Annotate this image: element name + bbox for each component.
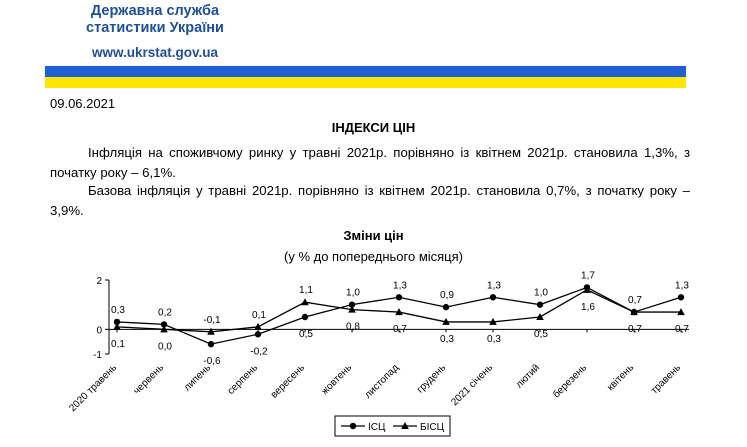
cpi-point [301,313,309,321]
core-cpi-data-label: -0,1 [203,315,221,326]
core-cpi-point [160,325,168,333]
legend-box [334,415,451,437]
x-tick-label: травень [649,362,683,396]
cpi-data-label: 1,0 [534,288,548,299]
core-cpi-point [630,308,638,316]
x-tick-label: серпень [226,362,261,397]
x-tick-label: листопад [363,362,401,400]
x-tick-label: 2020 травень [67,362,119,414]
flag-stripe-blue [45,66,686,77]
chart-title: Зміни цін [343,228,404,243]
agency-url-link[interactable]: www.ukrstat.gov.ua [91,45,219,60]
cpi-point [160,321,168,328]
cpi-data-label: -0,6 [203,356,221,367]
paragraph-inflation: Інфляція на споживчому ринку у травні 20… [50,145,690,180]
cpi-data-label: -0,2 [250,346,268,357]
agency-block: Державна служба статистики України www.u… [70,3,240,61]
core-cpi-data-label: 1,1 [299,285,313,296]
cpi-data-label: 0,2 [158,307,172,318]
core-cpi-data-label: 0,0 [158,341,172,352]
x-tick-label: жовтень [319,362,354,397]
cpi-data-label: 0,7 [628,295,642,306]
cpi-point [677,294,685,301]
core-cpi-data-label: 0,3 [440,334,454,345]
legend-core-cpi-label: БІСЦ [420,422,445,433]
cpi-point [348,301,356,308]
core-cpi-point [348,305,356,313]
legend-cpi-label: ІСЦ [368,422,386,433]
cpi-data-label: 1,3 [675,280,689,291]
cpi-point [536,301,544,308]
x-tick-label: червень [132,362,167,397]
core-cpi-point [207,327,215,335]
core-cpi-point [395,308,403,316]
core-cpi-data-label: 0,7 [675,324,689,335]
core-cpi-point [489,317,497,325]
cpi-data-label: 1,3 [487,280,501,291]
core-cpi-data-label: 0,7 [393,324,407,335]
core-cpi-data-label: 0,3 [487,334,501,345]
cpi-data-label: 0,3 [111,305,125,316]
x-tick-label: 2021 січень [449,362,495,408]
core-cpi-point [113,322,121,330]
flag-stripe-yellow [45,77,686,88]
y-tick-label: 2 [96,276,102,287]
cpi-data-label: 1,3 [393,280,407,291]
core-cpi-point [583,285,591,293]
release-date: 09.06.2021 [50,96,116,111]
cpi-data-label: 1,0 [346,288,360,299]
core-cpi-data-label: 1,6 [581,302,595,313]
x-tick-label: грудень [415,362,448,395]
chart-subtitle: (у % до попереднього місяця) [284,249,463,264]
core-cpi-data-label: 0,5 [534,329,548,340]
core-cpi-data-label: 0,8 [346,322,360,333]
cpi-point [395,294,403,301]
cpi-point [207,340,215,348]
core-cpi-data-label: 0,7 [628,324,642,335]
y-tick-label: -1 [93,350,102,361]
core-cpi-data-label: 0,1 [252,310,266,321]
x-tick-label: квітень [605,362,636,393]
core-cpi-data-label: 0,1 [111,339,125,350]
cpi-point [254,331,262,338]
core-cpi-point [301,298,309,306]
core-cpi-point [254,322,262,330]
page-title: ІНДЕКСИ ЦІН [331,120,416,135]
cpi-data-label: 0,5 [299,329,313,340]
y-tick-label: 0 [96,325,102,336]
core-cpi-point [536,313,544,320]
legend-core-cpi-marker [401,422,409,429]
legend-cpi-marker [349,422,357,430]
cpi-point [489,294,497,301]
paragraph-core-inflation: Базова інфляція у травні 2021р. порівнян… [50,183,690,218]
core-cpi-point [442,317,450,325]
x-tick-label: лютий [514,362,542,390]
cpi-point [442,303,450,311]
x-tick-label: вересень [269,362,307,400]
cpi-data-label: 0,9 [440,290,454,301]
agency-name-line2: статистики України [86,20,224,36]
cpi-point [113,318,121,326]
x-tick-label: березень [550,362,589,401]
cpi-data-label: 1,7 [581,270,595,281]
agency-name-line1: Державна служба [90,3,220,19]
core-cpi-point [677,308,685,316]
